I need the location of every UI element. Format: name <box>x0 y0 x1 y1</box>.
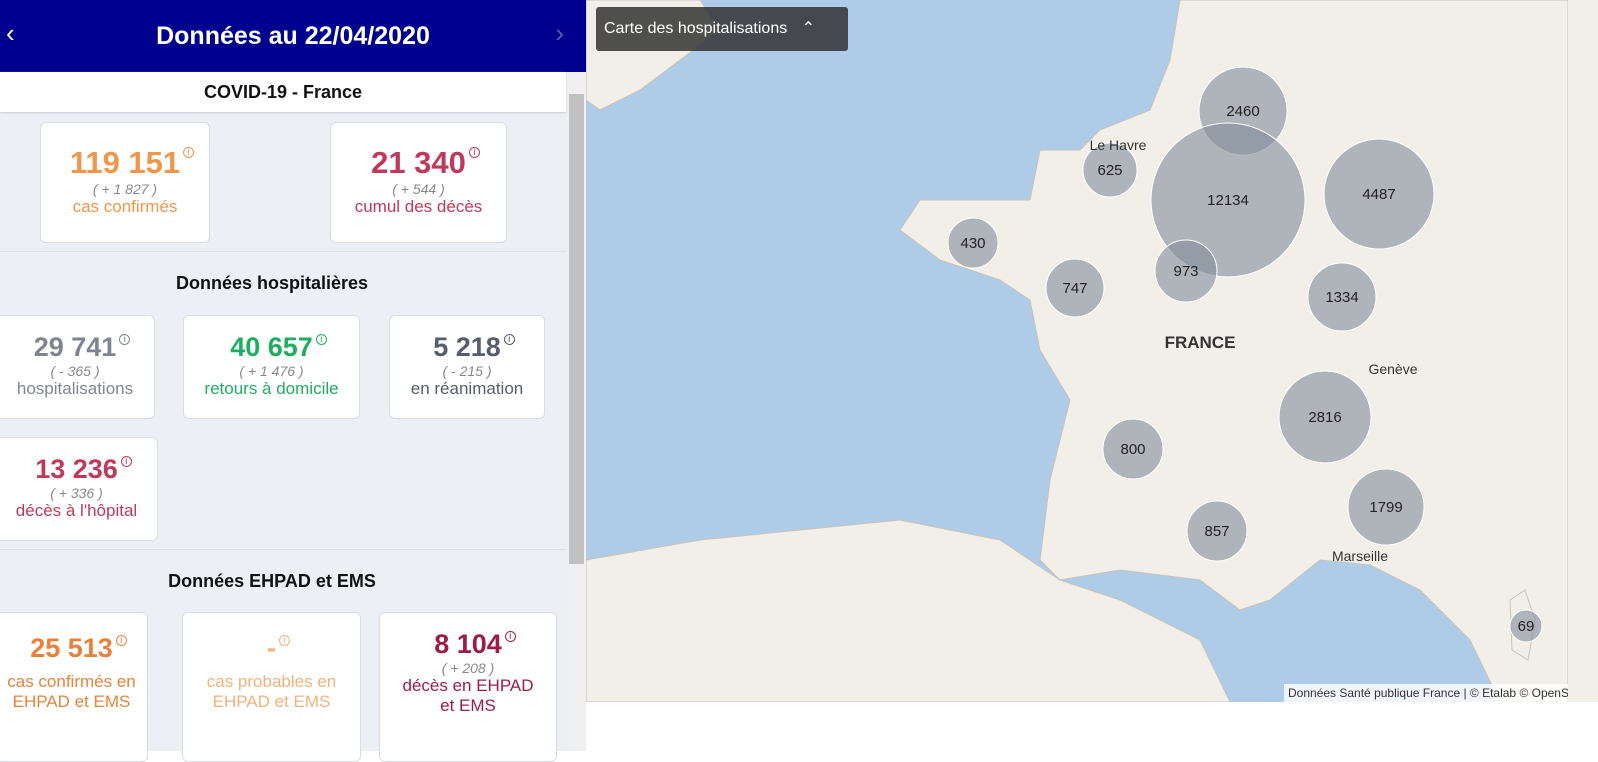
info-icon[interactable]: i <box>503 334 515 345</box>
cluster-marker[interactable] <box>1186 500 1248 562</box>
info-icon[interactable]: i <box>468 147 480 158</box>
stat-delta: ( + 1 827 ) <box>92 181 158 197</box>
scrollbar[interactable] <box>567 72 586 751</box>
cluster-count: 2460 <box>1226 103 1259 120</box>
cluster-marker[interactable] <box>1509 609 1543 643</box>
card-icu: 5 218 i ( - 215 ) en réanimation <box>389 315 545 419</box>
map-canvas[interactable]: 2460 625 12134 4487 430 747 973 1334 2816 800 1799… <box>586 0 1568 702</box>
cluster-count: 800 <box>1120 441 1145 458</box>
info-icon[interactable]: i <box>279 635 290 646</box>
place-label: Le Havre <box>1090 137 1147 153</box>
chevron-left-icon[interactable]: ‹ <box>6 18 15 48</box>
stat-label: et EMS <box>440 696 496 715</box>
stat-value: 119 151 i <box>70 145 195 181</box>
stat-value: 21 340 i <box>371 145 480 181</box>
below-map-area <box>586 702 1598 751</box>
cluster-marker[interactable] <box>1082 142 1138 198</box>
card-ehpad-probable: -i cas probables en EHPAD et EMS <box>182 612 361 762</box>
stat-label: en réanimation <box>410 379 524 398</box>
stat-value: 13 236 i <box>35 454 132 485</box>
cluster-marker[interactable] <box>1102 418 1164 480</box>
map-attribution: Données Santé publique France | © Etalab… <box>1284 684 1568 702</box>
place-label: FRANCE <box>1165 333 1236 352</box>
stat-label: cas confirmés en <box>7 672 136 691</box>
cluster-marker[interactable] <box>1307 262 1377 332</box>
stat-value: 29 741 i <box>34 332 131 363</box>
stat-label: retours à domicile <box>204 379 339 398</box>
cluster-count: 69 <box>1518 618 1535 635</box>
divider <box>0 549 566 550</box>
card-hospital-deaths: 13 236 i ( + 336 ) décès à l'hôpital <box>0 437 158 541</box>
stat-value: -i <box>267 633 290 664</box>
hospitalisation-map[interactable]: 2460 625 12134 4487 430 747 973 1334 2816 800 1799… <box>586 0 1568 702</box>
cluster-marker[interactable] <box>1323 138 1435 250</box>
card-home-returns: 40 657 i ( + 1 476 ) retours à domicile <box>183 315 360 419</box>
stat-label: EHPAD et EMS <box>12 692 131 711</box>
stat-delta: ( + 544 ) <box>392 181 445 197</box>
cluster-count: 1799 <box>1369 499 1402 516</box>
stat-delta: ( + 208 ) <box>441 660 495 676</box>
cluster-count: 430 <box>960 235 985 252</box>
card-deaths: 21 340 i ( + 544 ) cumul des décès <box>330 122 507 243</box>
cluster-count: 2816 <box>1308 409 1341 426</box>
info-icon[interactable]: i <box>115 635 127 646</box>
cluster-count: 4487 <box>1362 186 1395 203</box>
stat-label: cas confirmés <box>72 197 178 216</box>
card-ehpad-deaths: 8 104 i ( + 208 ) décès en EHPAD et EMS <box>379 612 557 762</box>
info-icon[interactable]: i <box>315 334 327 345</box>
map-toggle-button[interactable]: Carte des hospitalisations ⌃ <box>596 7 848 51</box>
stat-label: cumul des décès <box>354 197 483 216</box>
chevron-right-icon[interactable]: › <box>555 18 564 48</box>
stat-label: cas probables en <box>206 672 337 691</box>
section-title-hospital: Données hospitalières <box>175 273 369 293</box>
map-edge <box>1568 0 1598 702</box>
stat-value: 40 657 i <box>230 332 327 363</box>
map-toggle-label: Carte des hospitalisations <box>604 20 788 37</box>
cluster-count: 625 <box>1097 162 1122 179</box>
section-title-france: COVID-19 - France <box>0 72 566 112</box>
info-icon[interactable]: i <box>183 147 195 158</box>
stat-label: hospitalisations <box>16 379 134 398</box>
date-header: ‹ Données au 22/04/2020 › <box>0 0 586 72</box>
section-title-ehpad: Données EHPAD et EMS <box>168 571 376 591</box>
info-icon[interactable]: i <box>120 456 132 467</box>
cluster-marker[interactable] <box>1278 370 1372 464</box>
stat-value: 25 513 i <box>30 633 127 664</box>
info-icon[interactable]: i <box>119 334 131 345</box>
stat-value: 5 218 i <box>433 332 515 363</box>
cluster-marker[interactable] <box>1347 468 1425 546</box>
cluster-count: 857 <box>1204 523 1229 540</box>
card-ehpad-confirmed: 25 513 i cas confirmés en EHPAD et EMS <box>0 612 148 762</box>
divider <box>0 251 566 252</box>
cluster-marker[interactable] <box>947 217 999 269</box>
stat-delta: ( - 215 ) <box>442 363 492 379</box>
card-hospitalisations: 29 741 i ( - 365 ) hospitalisations <box>0 315 155 419</box>
cluster-count: 1334 <box>1325 289 1358 306</box>
stat-label: décès à l'hôpital <box>15 501 138 520</box>
place-label: Marseille <box>1332 548 1388 564</box>
stat-label: décès en EHPAD <box>402 676 534 695</box>
page-title: Données au 22/04/2020 <box>156 21 430 50</box>
stat-delta: ( + 1 476 ) <box>239 363 304 379</box>
stat-delta: ( - 365 ) <box>50 363 100 379</box>
land <box>586 0 1568 702</box>
cluster-count: 12134 <box>1207 192 1249 209</box>
stat-label: EHPAD et EMS <box>212 692 331 711</box>
cluster-count: 747 <box>1062 280 1087 297</box>
place-label: Genève <box>1368 361 1417 377</box>
info-icon[interactable]: i <box>504 631 516 642</box>
stats-panel: ‹ Données au 22/04/2020 › COVID-19 - Fra… <box>0 0 586 762</box>
stat-delta: ( + 336 ) <box>50 485 103 501</box>
scrollbar-thumb[interactable] <box>569 94 584 564</box>
cluster-count: 973 <box>1173 263 1198 280</box>
chevron-up-icon: ⌃ <box>801 20 816 37</box>
cluster-marker[interactable] <box>1154 239 1218 303</box>
cluster-marker[interactable] <box>1045 258 1105 318</box>
stat-value: 8 104 i <box>434 629 516 660</box>
cluster-marker[interactable] <box>1150 122 1306 278</box>
card-confirmed-cases: 119 151 i ( + 1 827 ) cas confirmés <box>40 122 210 243</box>
